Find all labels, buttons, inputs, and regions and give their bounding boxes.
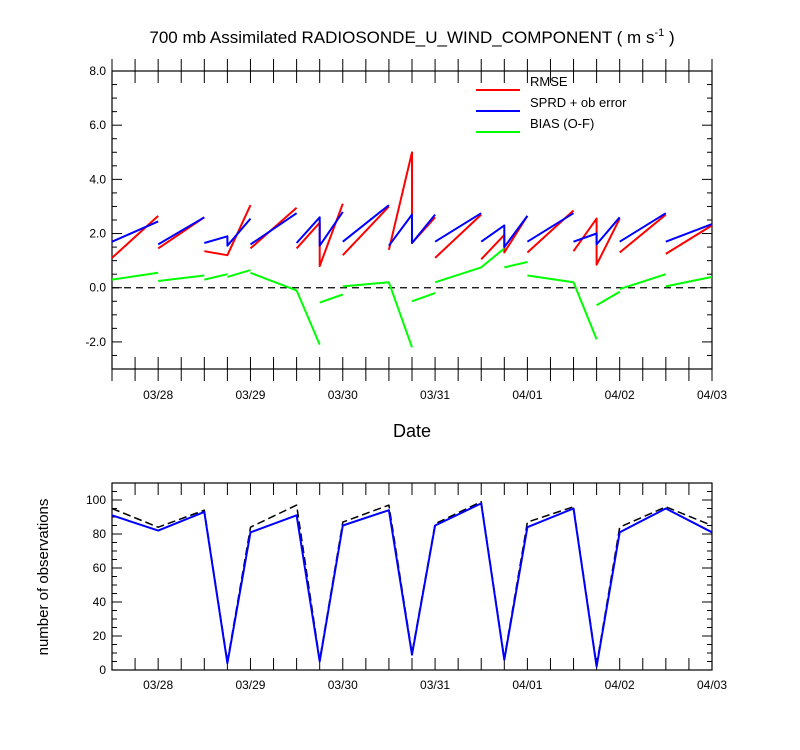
sprd-ob-error-line [204, 217, 252, 247]
top-panel: 03/28 03/29 03/30 03/31 04/01 04/02 04/03 -2.0 0… [85, 59, 727, 402]
top-x-tick-label: 04/02 [605, 388, 635, 402]
top-x-tick-label: 03/28 [143, 388, 173, 402]
bottom-x-tick-label: 04/02 [605, 678, 635, 692]
top-x-tick-label: 03/30 [328, 388, 358, 402]
sprd-ob-error-line [480, 215, 529, 249]
bias-o-f-line [158, 274, 205, 282]
bottom-y-tick-label: 0 [99, 663, 106, 677]
sprd-ob-error-line [388, 213, 436, 247]
legend-label-rmse: RMSE [530, 74, 568, 89]
top-y-tick-label: 4.0 [89, 172, 106, 186]
top-y-tick-label: 6.0 [89, 118, 106, 132]
rmse-line [204, 204, 252, 257]
bias-o-f-line [434, 247, 505, 284]
bottom-y-tick-label: 80 [93, 527, 107, 541]
top-x-tick-label: 03/29 [235, 388, 265, 402]
top-y-tick-label: 0.0 [89, 281, 106, 295]
bottom-y-axis-label: number of observations [35, 499, 52, 656]
rmse-line [342, 205, 390, 256]
top-y-tick-label: 8.0 [89, 64, 106, 78]
bottom-x-tick-label: 04/03 [697, 678, 727, 692]
bias-o-f-line [504, 261, 528, 269]
bias-o-f-line [665, 275, 713, 288]
bottom-panel: 03/28 03/29 03/30 03/31 04/01 04/02 04/03 0 20 40… [86, 482, 727, 692]
bias-o-f-line [111, 271, 159, 281]
top-x-tick-label: 03/31 [420, 388, 450, 402]
rmse-line [665, 224, 713, 255]
sprd-ob-error-line [157, 216, 205, 246]
bias-o-f-line [319, 293, 344, 304]
sprd-ob-error-line [573, 216, 621, 246]
obs-dashed-line [111, 500, 713, 666]
top-y-tick-label: -2.0 [85, 335, 106, 349]
bias-o-f-line [227, 269, 251, 278]
bias-o-f-line [596, 290, 621, 307]
sprd-ob-error-line [434, 212, 482, 243]
sprd-ob-error-line [619, 212, 667, 243]
chart-title: 700 mb Assimilated RADIOSONDE_U_WIND_COM… [149, 27, 674, 47]
bottom-y-tick-label: 20 [93, 629, 107, 643]
bias-o-f-line [527, 274, 598, 340]
legend-label-sprd-ob-error: SPRD + ob error [530, 95, 627, 110]
bias-o-f-line [411, 292, 436, 303]
legend-label-bias-o-f: BIAS (O-F) [530, 116, 594, 131]
bottom-x-tick-label: 03/29 [235, 678, 265, 692]
bottom-x-tick-label: 03/28 [143, 678, 173, 692]
sprd-ob-error-line [111, 220, 159, 243]
top-x-tick-label: 04/03 [697, 388, 727, 402]
sprd-ob-error-line [342, 204, 390, 243]
bottom-x-tick-label: 04/01 [512, 678, 542, 692]
sprd-ob-error-line [295, 211, 344, 247]
top-y-tick-label: 2.0 [89, 227, 106, 241]
top-x-axis-label: Date [393, 421, 431, 441]
bottom-y-tick-label: 40 [93, 595, 107, 609]
rmse-line [434, 213, 482, 259]
bias-o-f-line [342, 281, 413, 348]
bottom-x-tick-label: 03/31 [420, 678, 450, 692]
bias-o-f-line [204, 273, 228, 281]
bottom-y-tick-label: 60 [93, 561, 107, 575]
sprd-ob-error-line [665, 223, 713, 243]
sprd-ob-error-line [249, 212, 298, 246]
rmse-line [619, 213, 667, 254]
sprd-ob-error-line [526, 212, 575, 243]
bottom-y-tick-label: 100 [86, 493, 106, 507]
bias-o-f-line [250, 271, 321, 345]
bottom-x-tick-label: 03/30 [328, 678, 358, 692]
obs-solid-line [111, 502, 713, 668]
bias-o-f-line [619, 273, 667, 291]
rmse-line [111, 215, 159, 259]
top-x-tick-label: 04/01 [512, 388, 542, 402]
